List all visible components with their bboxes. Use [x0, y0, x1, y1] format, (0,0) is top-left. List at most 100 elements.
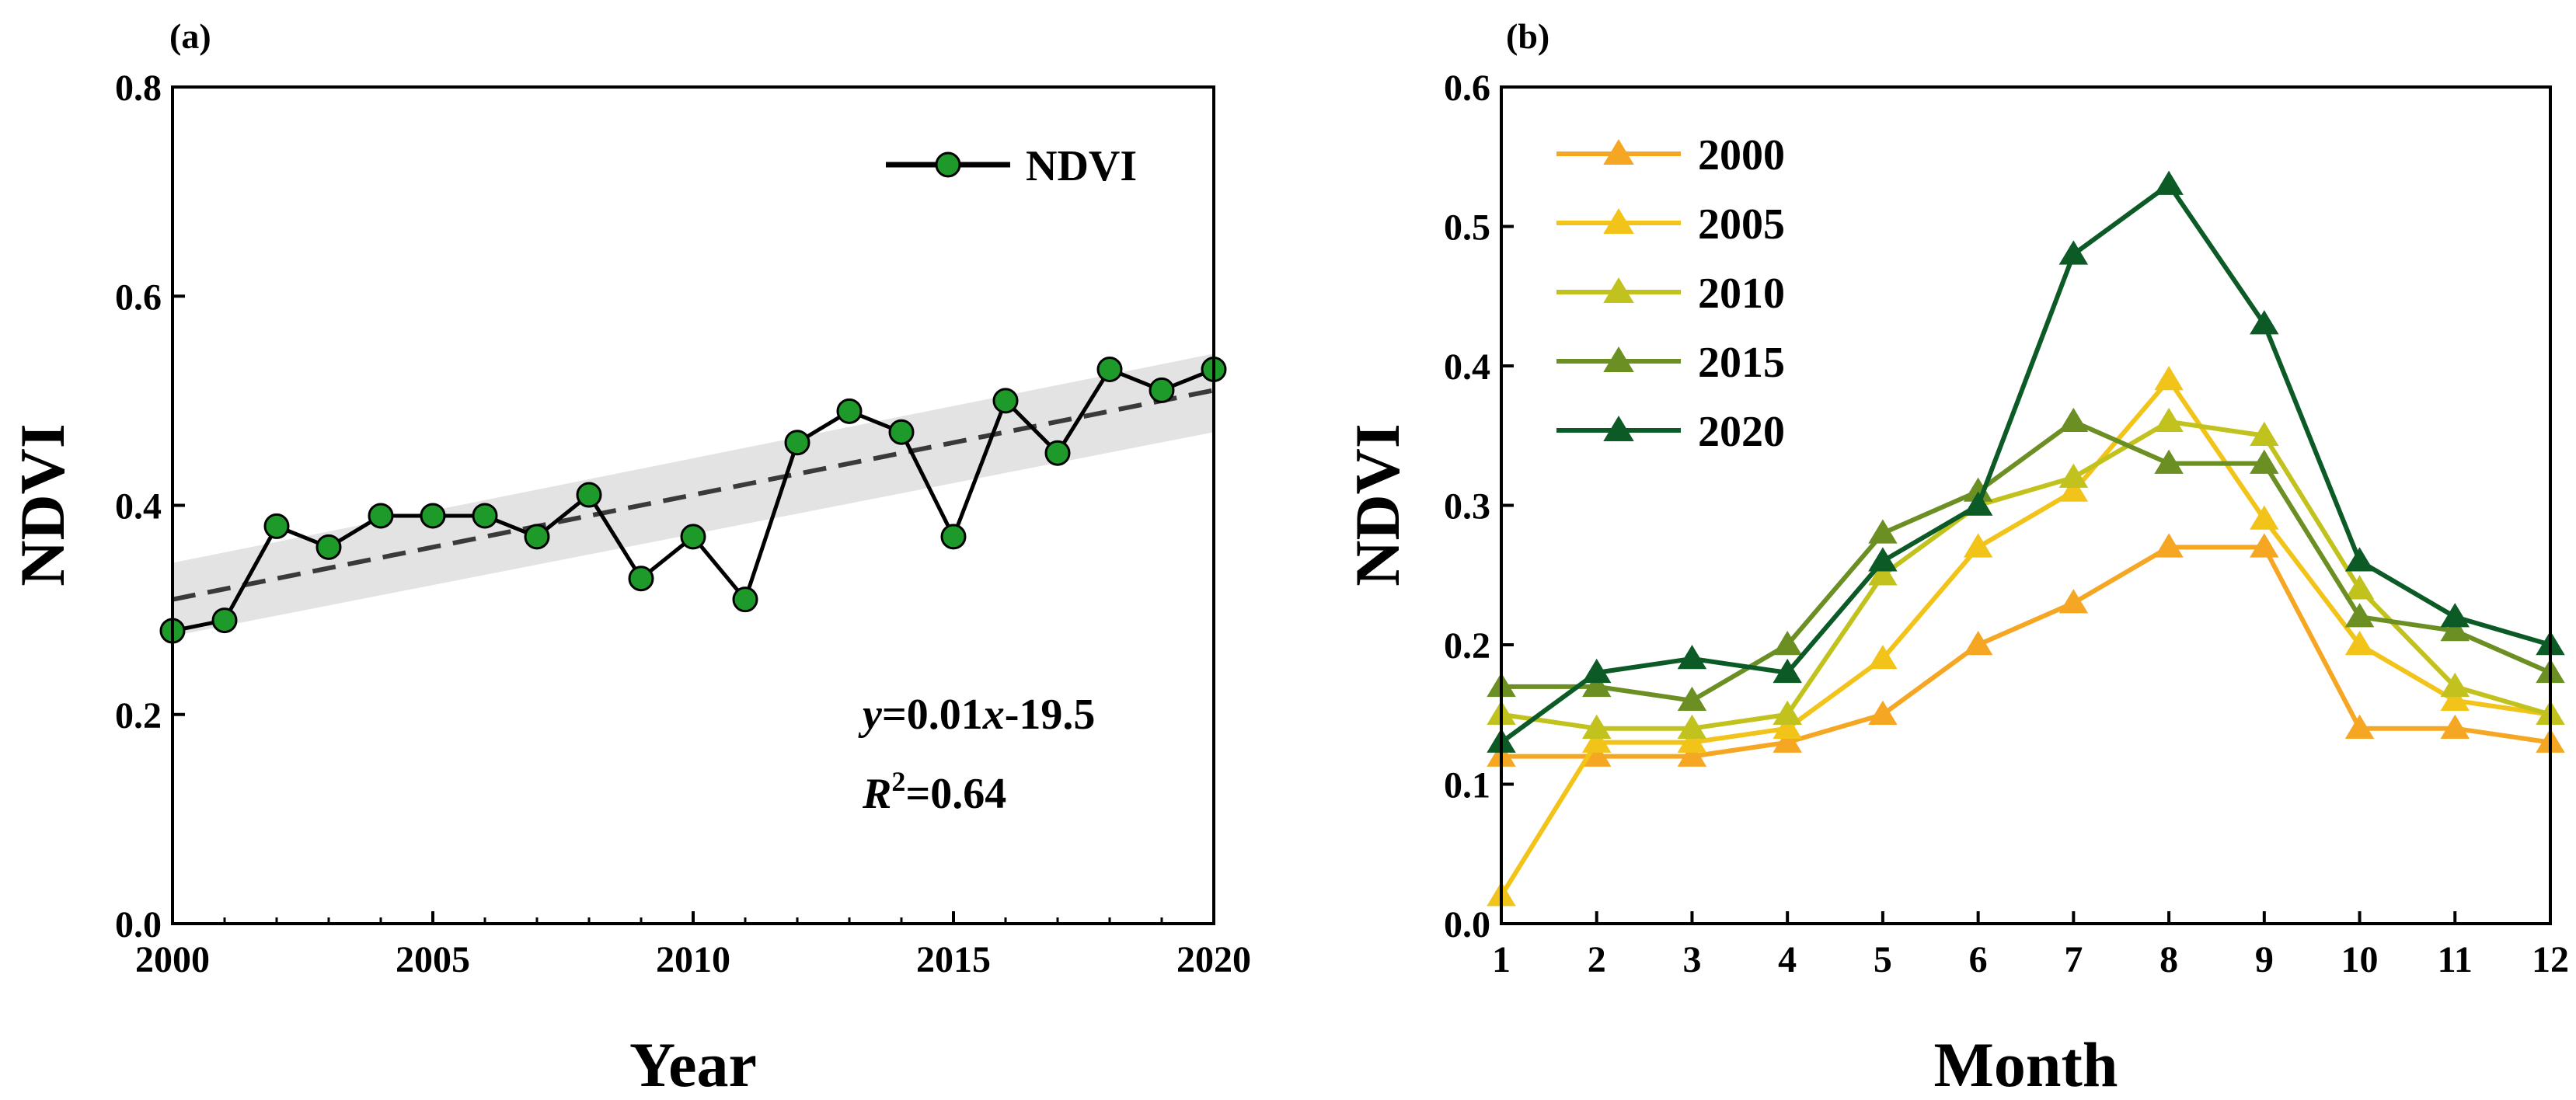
b-point-2010-m9 — [2250, 421, 2279, 446]
b-x-tick-label-6: 6 — [1969, 939, 1988, 980]
a-legend: NDVI — [886, 142, 1137, 190]
a-y-tick-label-4: 0.8 — [115, 68, 162, 109]
b-x-tick-label-12: 12 — [2532, 939, 2569, 980]
b-point-2005-m5 — [1868, 644, 1898, 670]
b-point-2020-m8 — [2154, 170, 2184, 195]
b-point-2015-m5 — [1868, 519, 1898, 544]
a-ndvi-point-2018 — [1096, 356, 1123, 382]
b-y-axis-ticks: 0.0 0.1 0.2 0.3 0.4 0.5 0.6 — [1444, 68, 1514, 945]
a-eq-slope: =0.01 — [882, 691, 983, 739]
panel-a-yearly-ndvi: (a) 2000 2005 2010 2015 2020 0.0 0.2 0.4 0.6 0.8… — [7, 16, 1251, 1100]
a-x-tick-label-2020: 2020 — [1176, 939, 1251, 980]
b-point-2010-m8 — [2154, 407, 2184, 433]
b-point-2015-m7 — [2058, 407, 2089, 433]
b-point-2015-m8 — [2154, 449, 2184, 474]
b-x-tick-label-1: 1 — [1492, 939, 1511, 980]
b-point-2020-m3 — [1677, 644, 1707, 670]
b-point-2020-m10 — [2344, 547, 2375, 572]
b-y-tick-label-0: 0.0 — [1444, 904, 1490, 945]
a-y-axis-title: NDVI — [7, 423, 78, 587]
b-point-2000-m6 — [1963, 631, 1993, 656]
b-legend-label-2015: 2015 — [1698, 339, 1785, 387]
b-point-2005-m6 — [1963, 533, 1993, 558]
b-x-tick-label-2: 2 — [1588, 939, 1606, 980]
a-y-axis-ticks: 0.0 0.2 0.4 0.6 0.8 — [115, 68, 185, 945]
b-legend-label-2010: 2010 — [1698, 270, 1785, 318]
b-point-2005-m3 — [1677, 728, 1707, 753]
b-legend-marker-2020 — [1603, 416, 1634, 441]
a-ndvi-point-2011 — [732, 587, 758, 613]
a-ndvi-point-2002 — [263, 513, 290, 539]
a-legend-marker-swatch — [935, 151, 961, 178]
b-point-2015-m9 — [2250, 449, 2279, 474]
b-point-2020-m9 — [2250, 310, 2279, 335]
b-point-2005-m8 — [2154, 365, 2184, 391]
b-legend-marker-2015 — [1603, 346, 1634, 372]
b-point-2005-m7 — [2058, 477, 2089, 502]
a-r-letter: R — [862, 770, 891, 818]
b-x-tick-label-3: 3 — [1682, 939, 1701, 980]
b-point-2000-m7 — [2058, 589, 2089, 614]
a-y-tick-label-1: 0.2 — [115, 695, 162, 736]
b-point-2010-m2 — [1581, 714, 1612, 739]
b-x-axis-title: Month — [1934, 1029, 2118, 1100]
b-y-tick-label-6: 0.6 — [1444, 68, 1490, 109]
a-ndvi-point-2009 — [628, 566, 654, 592]
b-series-line-2005 — [1499, 377, 2551, 897]
b-x-tick-label-10: 10 — [2341, 939, 2379, 980]
a-ndvi-point-2005 — [420, 503, 446, 529]
a-eq-y-var: y — [858, 691, 883, 739]
a-r-exponent: 2 — [891, 766, 905, 797]
a-legend-label: NDVI — [1026, 142, 1137, 190]
b-x-tick-label-9: 9 — [2255, 939, 2274, 980]
b-y-tick-label-4: 0.4 — [1444, 346, 1490, 388]
b-point-2015-m11 — [2440, 617, 2470, 642]
b-point-2005-m9 — [2250, 505, 2279, 530]
b-point-2005-m2 — [1581, 728, 1612, 753]
a-x-tick-label-2010: 2010 — [656, 939, 730, 980]
b-legend-marker-2005 — [1603, 208, 1634, 234]
b-y-tick-label-3: 0.3 — [1444, 486, 1490, 527]
b-y-tick-label-1: 0.1 — [1444, 765, 1490, 806]
b-point-2010-m3 — [1677, 714, 1707, 739]
b-point-2005-m4 — [1773, 714, 1802, 739]
b-legend-marker-2000 — [1603, 139, 1634, 165]
a-r-squared: R2=0.64 — [862, 766, 1006, 818]
a-x-tick-label-2000: 2000 — [135, 939, 210, 980]
a-x-tick-label-2015: 2015 — [916, 939, 991, 980]
b-series-line-2015 — [1501, 419, 2552, 703]
a-x-axis-ticks: 2000 2005 2010 2015 2020 — [135, 911, 1251, 980]
panel-a-label: (a) — [169, 16, 211, 56]
a-ndvi-point-2001 — [211, 607, 238, 634]
a-ndvi-point-2008 — [576, 482, 602, 508]
b-point-2020-m5 — [1868, 547, 1898, 572]
b-legend-label-2005: 2005 — [1698, 200, 1785, 249]
b-point-2010-m4 — [1773, 700, 1802, 725]
a-ndvi-point-2010 — [680, 524, 706, 550]
a-x-tick-label-2005: 2005 — [396, 939, 470, 980]
a-confidence-band-layer — [173, 353, 1214, 636]
b-point-2015-m10 — [2344, 603, 2375, 628]
a-ndvi-point-2003 — [315, 534, 342, 560]
a-ndvi-point-2006 — [472, 503, 498, 529]
a-y-tick-label-2: 0.4 — [115, 486, 162, 527]
panel-b-plot-frame — [1500, 85, 2552, 925]
b-point-2000-m11 — [2440, 714, 2470, 739]
b-y-axis-title: NDVI — [1342, 423, 1413, 587]
b-y-tick-label-5: 0.5 — [1444, 207, 1490, 249]
b-series-line-2000 — [1501, 545, 2551, 759]
b-legend-marker-2010 — [1603, 277, 1634, 303]
b-x-tick-label-11: 11 — [2438, 939, 2473, 980]
b-point-2000-m9 — [2250, 533, 2279, 558]
a-ndvi-point-2016 — [992, 388, 1019, 414]
b-series-line-2020 — [1500, 182, 2551, 745]
b-x-axis-ticks: 1 2 3 4 5 6 7 8 9 10 11 12 — [1492, 911, 2569, 980]
b-point-2020-m4 — [1773, 658, 1802, 684]
a-x-axis-title: Year — [629, 1029, 757, 1100]
a-eq-x-var: x — [982, 691, 1005, 739]
a-ndvi-point-2004 — [368, 503, 394, 529]
a-ndvi-point-2019 — [1149, 377, 1175, 403]
b-point-2020-m11 — [2440, 603, 2470, 628]
b-point-2015-m2 — [1581, 672, 1612, 698]
